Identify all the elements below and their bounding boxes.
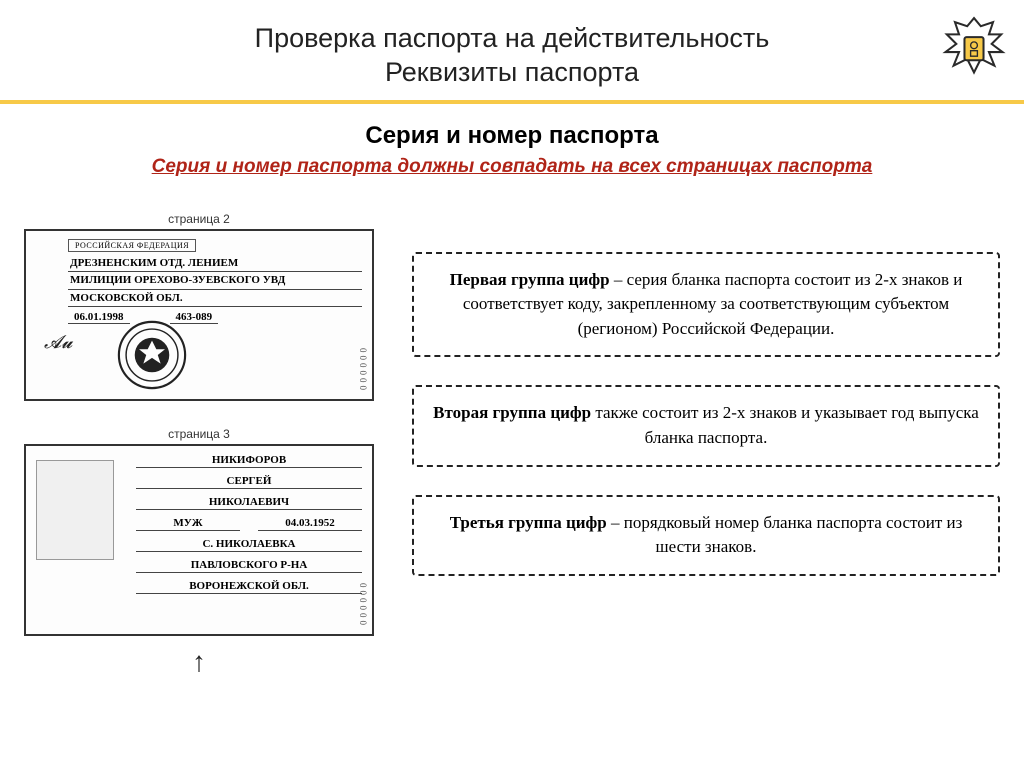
title-line-2: Реквизиты паспорта [385,57,639,87]
issuer-block: ДРЕЗНЕНСКИМ ОТД. ЛЕНИЕМ МИЛИЦИИ ОРЕХОВО-… [68,255,362,308]
important-note: Серия и номер паспорта должны совпадать … [0,156,1024,178]
passport-page-3: НИКИФОРОВ СЕРГЕЙ НИКОЛАЕВИЧ МУЖ 04.03.19… [24,444,374,636]
date-code-row: 06.01.1998 463-089 [68,311,362,324]
section-subtitle: Серия и номер паспорта [0,122,1024,150]
slide-header: Проверка паспорта на действительность Ре… [0,0,1024,90]
title-line-1: Проверка паспорта на действительность [255,23,770,53]
personal-fields: НИКИФОРОВ СЕРГЕЙ НИКОЛАЕВИЧ МУЖ 04.03.19… [136,454,362,594]
signature: 𝓐𝓾 [44,332,72,353]
page2-label: страница 2 [24,212,374,226]
box3-bold: Третья группа цифр [450,513,607,532]
info-box-3: Третья группа цифр – порядковый номер бл… [412,495,1000,576]
info-box-2: Вторая группа цифр также состоит из 2-х … [412,385,1000,466]
dob: 04.03.1952 [258,517,362,531]
passport-page-2: РОССИЙСКАЯ ФЕДЕРАЦИЯ ДРЕЗНЕНСКИМ ОТД. ЛЕ… [24,229,374,401]
birthplace-2: ПАВЛОВСКОГО Р-НА [136,559,362,573]
passport-scans: страница 2 РОССИЙСКАЯ ФЕДЕРАЦИЯ ДРЕЗНЕНС… [24,212,374,670]
birthplace-3: ВОРОНЕЖСКОЙ ОБЛ. [136,580,362,594]
first-name: СЕРГЕЙ [136,475,362,489]
birthplace-1: С. НИКОЛАЕВКА [136,538,362,552]
page-title: Проверка паспорта на действительность Ре… [0,22,1024,90]
content-area: страница 2 РОССИЙСКАЯ ФЕДЕРАЦИЯ ДРЕЗНЕНС… [0,212,1024,670]
federation-label: РОССИЙСКАЯ ФЕДЕРАЦИЯ [68,239,196,252]
issuer-line-2: МИЛИЦИИ ОРЕХОВО-ЗУЕВСКОГО УВД [68,272,362,290]
sex: МУЖ [136,517,240,531]
photo-placeholder [36,460,114,560]
box1-bold: Первая группа цифр [450,270,610,289]
box3-text: – порядковый номер бланка паспорта состо… [607,513,963,557]
page3-series: 000000 [358,583,368,628]
box2-bold: Вторая группа цифр [433,403,591,422]
page2-series: 000000 [358,348,368,393]
explanations: Первая группа цифр – серия бланка паспор… [412,212,1000,670]
pointer-arrow-icon: ↑ [24,656,374,670]
box2-text: также состоит из 2-х знаков и указывает … [591,403,979,447]
patronymic: НИКОЛАЕВИЧ [136,496,362,510]
official-seal-icon [116,319,188,391]
issuer-line-3: МОСКОВСКОЙ ОБЛ. [68,290,362,308]
emblem-logo [940,14,1008,82]
surname: НИКИФОРОВ [136,454,362,468]
info-box-1: Первая группа цифр – серия бланка паспор… [412,252,1000,358]
gold-divider [0,100,1024,104]
issuer-line-1: ДРЕЗНЕНСКИМ ОТД. ЛЕНИЕМ [68,255,362,273]
page3-label: страница 3 [24,427,374,441]
